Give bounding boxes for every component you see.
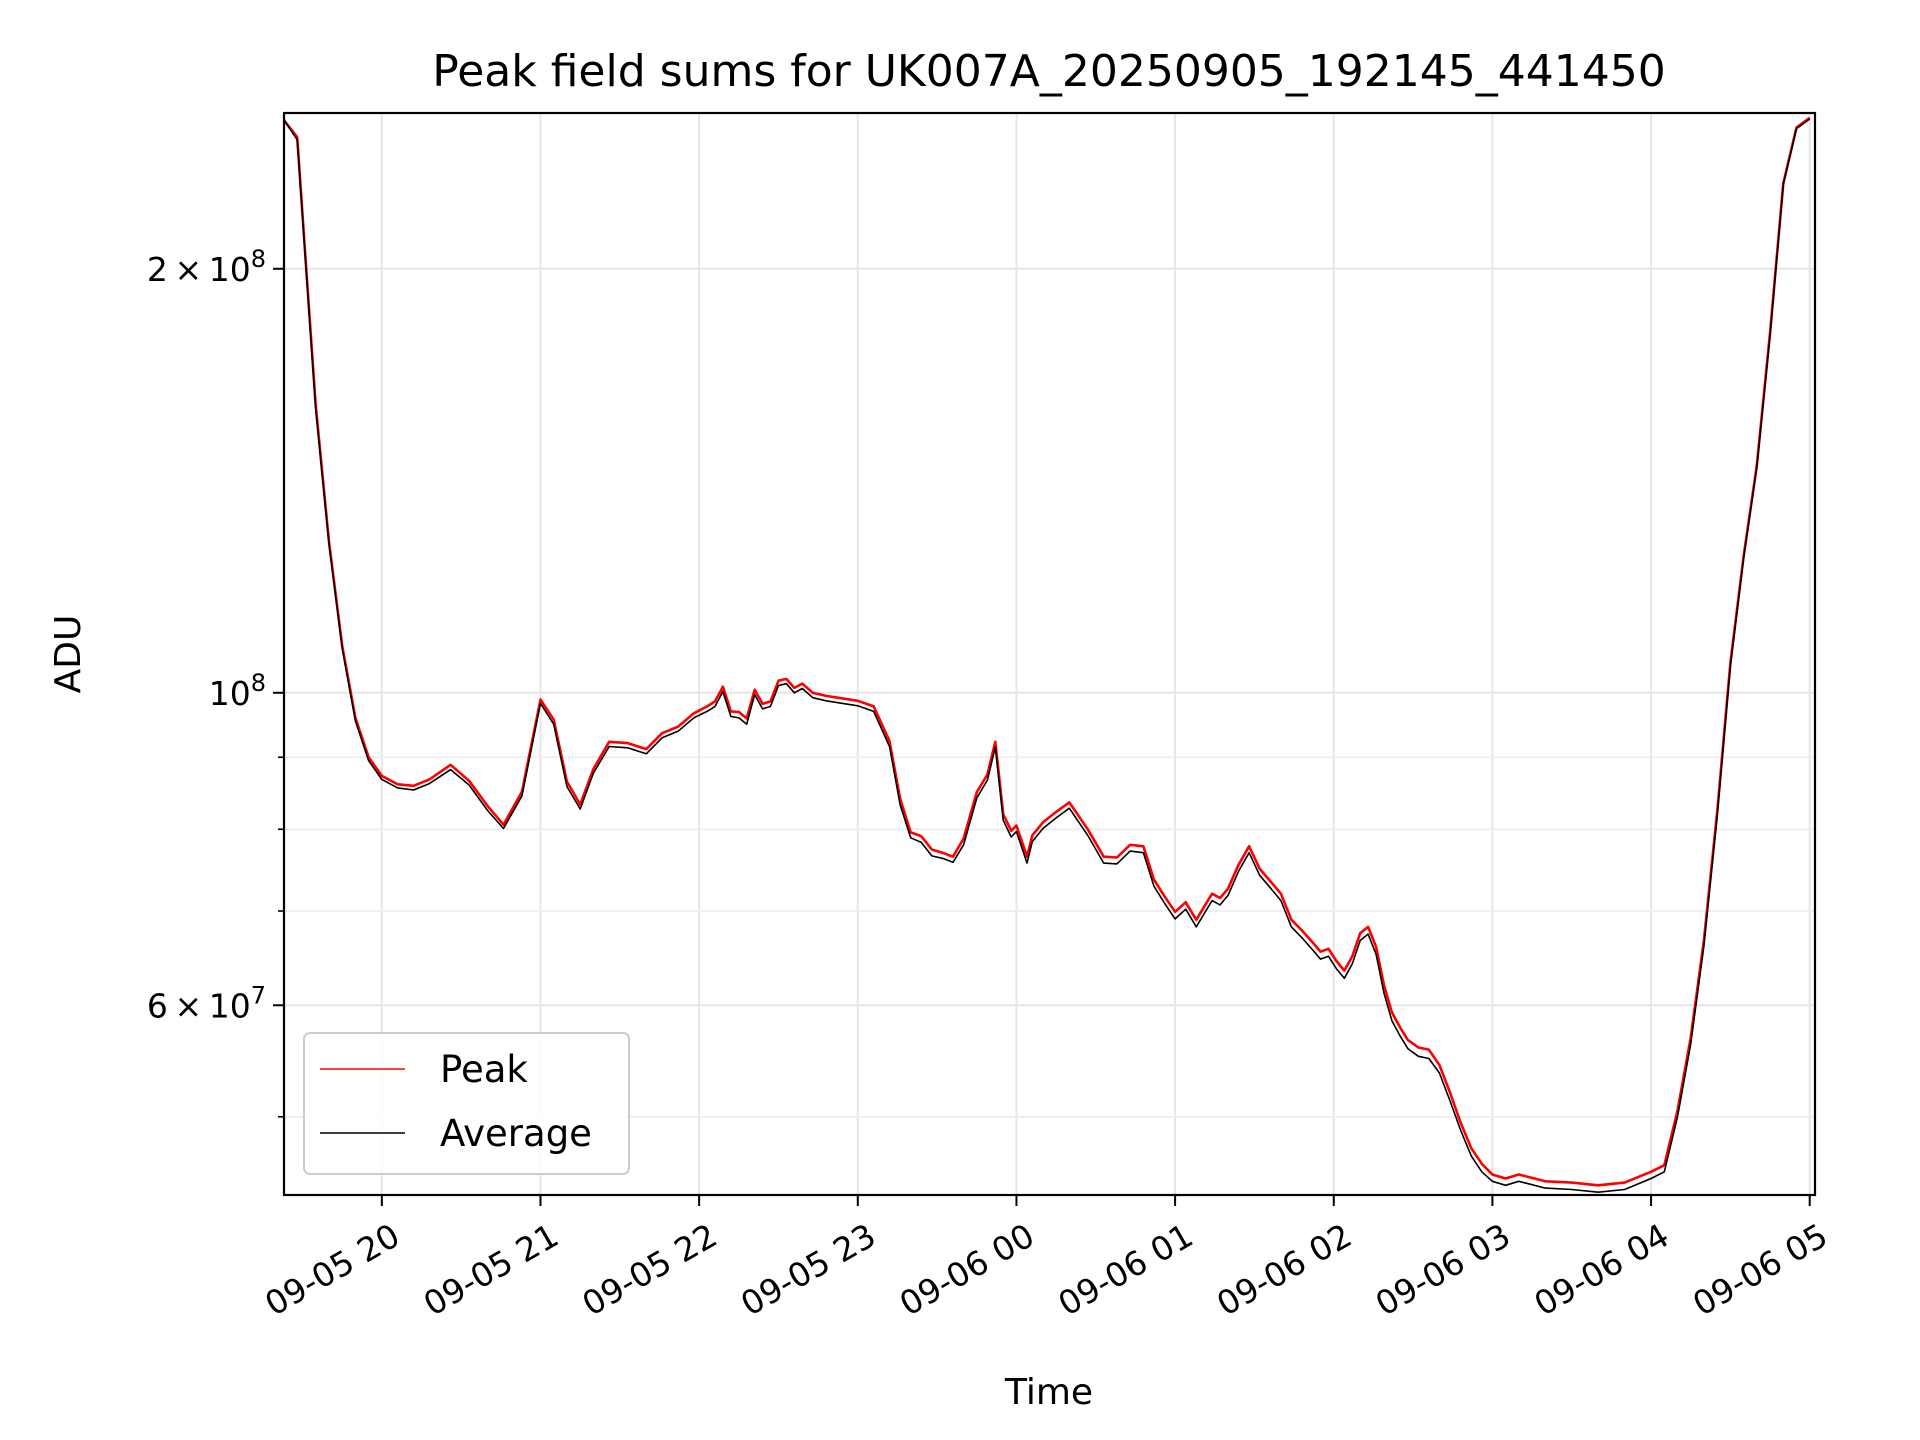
series-line-average: [283, 118, 1811, 1193]
chart-title: Peak field sums for UK007A_20250905_1921…: [432, 46, 1665, 97]
series-line-peak: [282, 116, 1811, 1187]
y-tick-label: 108: [209, 669, 266, 713]
y-tick-label: 6 × 107: [147, 981, 266, 1025]
series-layer: [282, 116, 1811, 1193]
y-axis-ticks: 6 × 107 108 2 × 108: [147, 245, 284, 1118]
y-tick-label: 2 × 108: [147, 245, 266, 289]
y-axis-label: ADU: [48, 615, 89, 694]
legend: Peak Average: [303, 1032, 630, 1175]
grid-layer: [284, 113, 1815, 1195]
legend-label-peak: Peak: [440, 1048, 528, 1091]
legend-label-average: Average: [440, 1112, 592, 1155]
x-axis-label: Time: [1004, 1372, 1093, 1413]
plot-frame: [282, 111, 1817, 1197]
